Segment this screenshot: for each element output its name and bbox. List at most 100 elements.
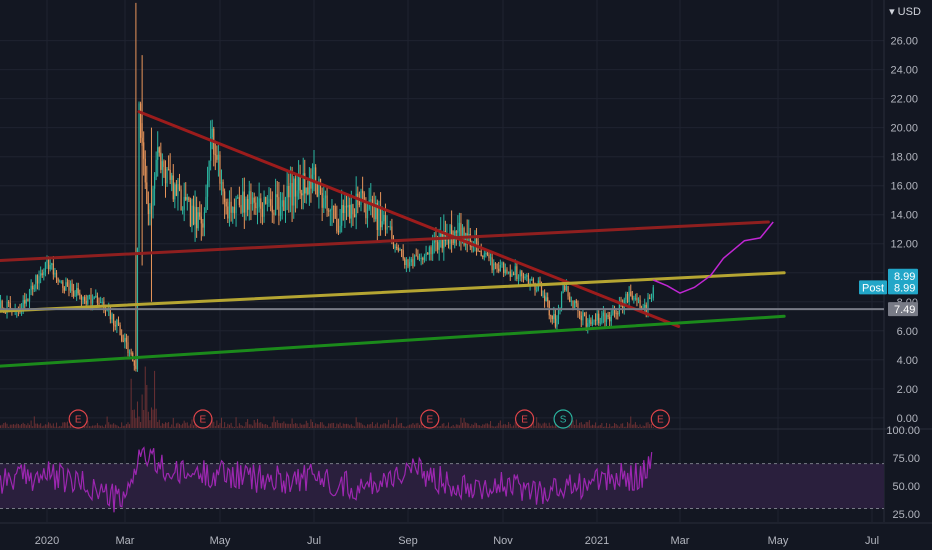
volume-bar <box>293 424 295 428</box>
volume-bar <box>1 424 3 428</box>
candle-body <box>379 206 382 228</box>
volume-bar <box>472 424 474 428</box>
projection-path[interactable] <box>653 221 774 294</box>
candle-body <box>391 226 393 239</box>
event-marker-circle[interactable] <box>420 409 440 429</box>
candle-body <box>461 227 464 238</box>
candle-body <box>178 184 181 190</box>
event-marker-circle[interactable] <box>514 409 535 429</box>
volume-bar <box>132 409 134 428</box>
volume-bar <box>147 411 149 428</box>
candle-body <box>363 193 365 202</box>
event-marker-earnings[interactable]: E <box>68 409 88 429</box>
volume-bar <box>175 423 177 428</box>
candle-body <box>202 223 204 228</box>
event-marker-circle[interactable] <box>68 409 88 429</box>
trendline-support-line[interactable] <box>0 314 786 368</box>
volume-bar <box>617 425 619 428</box>
event-marker-earnings[interactable]: E <box>514 409 535 429</box>
volume-bar <box>363 425 365 428</box>
trendlines[interactable] <box>0 110 884 368</box>
volume-bar <box>266 424 268 428</box>
volume-bar <box>66 421 68 428</box>
candle-body <box>397 247 399 251</box>
trendline-upper-channel[interactable] <box>0 220 770 262</box>
candle-body <box>425 252 427 256</box>
volume-bar <box>480 425 482 428</box>
volume-bar <box>85 425 87 428</box>
volume-bar <box>225 426 227 428</box>
volume-bar <box>250 424 252 428</box>
volume-bar <box>124 425 126 428</box>
candle-body <box>544 295 546 302</box>
volume-bar <box>370 423 372 428</box>
event-marker-earnings[interactable]: E <box>193 409 213 429</box>
volume-bar <box>288 423 290 428</box>
candle-body <box>504 269 506 274</box>
volume-bar <box>276 420 278 428</box>
volume-bar <box>389 426 391 428</box>
volume-bar <box>144 366 146 428</box>
event-marker-earnings[interactable]: E <box>650 409 670 429</box>
event-marker-circle[interactable] <box>193 409 213 429</box>
volume-bar <box>337 424 339 428</box>
volume-bar <box>33 416 35 428</box>
candle-body <box>54 272 56 275</box>
event-marker-circle[interactable] <box>553 409 573 429</box>
candle-body <box>225 201 227 207</box>
rsi-line <box>0 446 653 513</box>
candle-body <box>253 197 255 203</box>
event-marker-split[interactable]: S <box>553 409 573 429</box>
candle-body <box>556 318 558 327</box>
volume-bar <box>539 423 541 428</box>
candle-body <box>583 312 586 317</box>
volume-bar <box>281 422 283 428</box>
candle-body <box>617 313 619 315</box>
event-marker-earnings[interactable]: E <box>420 409 440 429</box>
price-tag-value: 8.99 <box>894 271 915 283</box>
candle-body <box>384 214 387 230</box>
candle-body <box>76 288 78 296</box>
volume-bar <box>420 419 422 428</box>
candle-body <box>149 209 151 215</box>
candle-body <box>593 320 595 322</box>
volume-bar <box>43 425 45 428</box>
event-marker-circle[interactable] <box>650 409 670 429</box>
volume-bar <box>92 425 94 428</box>
volume-bar <box>263 424 265 428</box>
volume-bar <box>638 426 639 428</box>
volume-bar <box>238 423 240 428</box>
volume-bar <box>154 370 156 428</box>
candle-body <box>0 300 2 311</box>
volume-bar <box>191 419 193 428</box>
volume-bar <box>283 421 285 428</box>
candle-body <box>441 231 443 249</box>
volume-bar <box>268 426 270 428</box>
volume-bar <box>352 425 354 428</box>
currency-label[interactable]: ▾ USD <box>889 6 921 18</box>
volume-bar <box>54 426 56 428</box>
trendline-mid-line[interactable] <box>0 271 786 313</box>
event-marker-label: S <box>560 415 567 426</box>
volume-bar <box>305 420 307 428</box>
volume-bar <box>483 424 485 428</box>
volume-bar <box>158 419 160 428</box>
candle-body <box>210 137 212 161</box>
candle-body <box>447 239 450 244</box>
volume-bar <box>284 423 286 428</box>
candle-body <box>386 226 388 230</box>
time-tick-label: Mar <box>116 535 135 547</box>
trendline-resistance-line[interactable] <box>137 110 681 328</box>
candle-body <box>389 226 391 228</box>
volume-bar <box>595 422 597 428</box>
candle-body <box>171 175 173 180</box>
volume-bar <box>211 417 213 428</box>
post-label-bg <box>859 280 887 295</box>
volume-bar <box>315 423 317 428</box>
candle-body <box>596 313 598 321</box>
candle-body <box>214 154 216 156</box>
volume-bar <box>258 422 260 428</box>
candle-body <box>577 303 579 311</box>
